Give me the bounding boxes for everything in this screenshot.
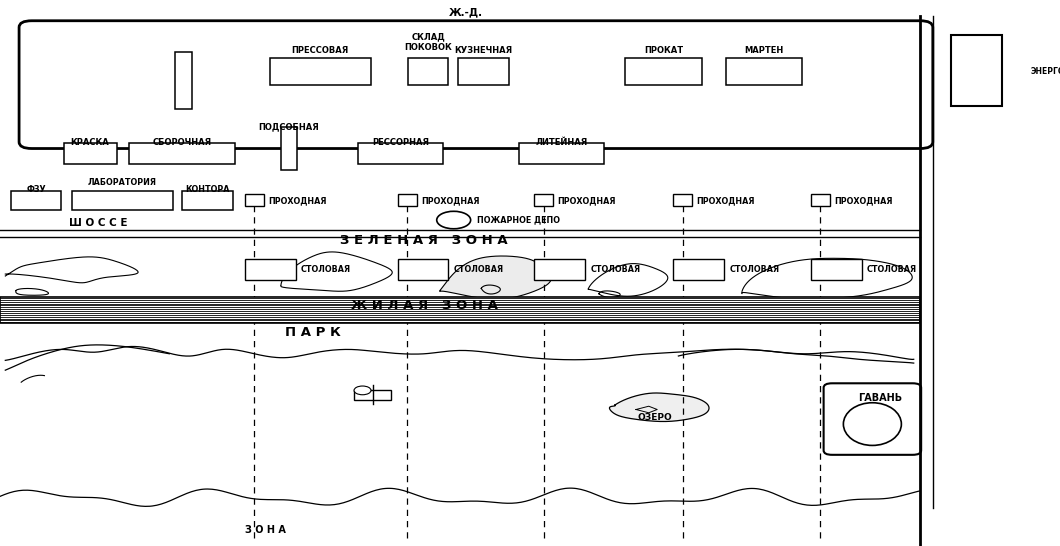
Text: СТОЛОВАЯ: СТОЛОВАЯ	[729, 265, 779, 274]
Text: ПОДСОБНАЯ: ПОДСОБНАЯ	[258, 122, 319, 131]
Text: З О Н А: З О Н А	[245, 525, 285, 535]
Bar	[951, 35, 1002, 106]
Bar	[129, 143, 235, 164]
Text: Ж.-Д.: Ж.-Д.	[449, 8, 483, 17]
Bar	[358, 143, 443, 164]
Bar	[72, 191, 173, 210]
Bar	[726, 58, 802, 85]
Text: КОНТОРА: КОНТОРА	[186, 186, 230, 194]
Text: ЛАБОРАТОРИЯ: ЛАБОРАТОРИЯ	[87, 178, 157, 187]
Text: СТОЛОВАЯ: СТОЛОВАЯ	[454, 265, 504, 274]
Bar	[175, 52, 192, 109]
Text: ПРОХОДНАЯ: ПРОХОДНАЯ	[268, 196, 326, 205]
Bar	[182, 191, 233, 210]
Text: СТОЛОВАЯ: СТОЛОВАЯ	[590, 265, 640, 274]
Text: СБОРОЧНАЯ: СБОРОЧНАЯ	[153, 139, 212, 147]
Text: РЕССОРНАЯ: РЕССОРНАЯ	[372, 139, 429, 147]
Text: П А Р К: П А Р К	[285, 325, 340, 339]
Text: КУЗНЕЧНАЯ: КУЗНЕЧНАЯ	[455, 46, 512, 55]
Bar	[811, 259, 862, 280]
Bar	[408, 58, 448, 85]
Text: ПРОХОДНАЯ: ПРОХОДНАЯ	[421, 196, 479, 205]
Text: З Е Л Е Н А Я   З О Н А: З Е Л Е Н А Я З О Н А	[340, 234, 508, 247]
Text: ОЗЕРО: ОЗЕРО	[638, 413, 672, 422]
Text: Ж И Л А Я   З О Н А: Ж И Л А Я З О Н А	[351, 299, 497, 312]
Text: ФЗУ: ФЗУ	[26, 186, 46, 194]
Text: МАРТЕН: МАРТЕН	[744, 46, 784, 55]
Text: СТОЛОВАЯ: СТОЛОВАЯ	[301, 265, 351, 274]
FancyBboxPatch shape	[824, 383, 921, 455]
Text: КРАСКА: КРАСКА	[71, 139, 109, 147]
Bar	[811, 194, 830, 206]
Polygon shape	[610, 393, 709, 422]
Bar	[534, 194, 553, 206]
Text: ЛИТЕЙНАЯ: ЛИТЕЙНАЯ	[535, 139, 588, 147]
Bar	[458, 58, 509, 85]
Bar	[673, 194, 692, 206]
Bar	[245, 194, 264, 206]
Bar	[398, 259, 448, 280]
Circle shape	[354, 386, 371, 395]
Text: ПРОХОДНАЯ: ПРОХОДНАЯ	[558, 196, 616, 205]
Bar	[270, 58, 371, 85]
Polygon shape	[440, 256, 551, 299]
Bar	[673, 259, 724, 280]
Bar	[245, 259, 296, 280]
Text: ПОЖАРНОЕ ДЕПО: ПОЖАРНОЕ ДЕПО	[477, 216, 560, 224]
Bar	[534, 259, 585, 280]
Text: ПРОХОДНАЯ: ПРОХОДНАЯ	[696, 196, 755, 205]
Bar	[11, 191, 61, 210]
Bar	[64, 143, 117, 164]
Text: ПРОХОДНАЯ: ПРОХОДНАЯ	[834, 196, 893, 205]
Text: ГАВАНЬ: ГАВАНЬ	[858, 393, 902, 403]
Text: СКЛАД
ПОКОВОК: СКЛАД ПОКОВОК	[404, 32, 453, 52]
Bar	[0, 297, 920, 323]
Bar	[354, 390, 391, 400]
Text: ПРЕССОВАЯ: ПРЕССОВАЯ	[292, 46, 349, 55]
Bar	[398, 194, 417, 206]
Text: Ш О С С Е: Ш О С С Е	[69, 218, 127, 228]
Text: ПРОКАТ: ПРОКАТ	[644, 46, 683, 55]
Bar	[625, 58, 702, 85]
Text: ЭНЕРГО-СТАНЦ.: ЭНЕРГО-СТАНЦ.	[1030, 67, 1060, 75]
Circle shape	[437, 211, 471, 229]
Ellipse shape	[844, 403, 901, 446]
Text: СТОЛОВАЯ: СТОЛОВАЯ	[867, 265, 917, 274]
Bar	[281, 127, 297, 170]
Bar	[519, 143, 604, 164]
FancyBboxPatch shape	[19, 21, 933, 149]
